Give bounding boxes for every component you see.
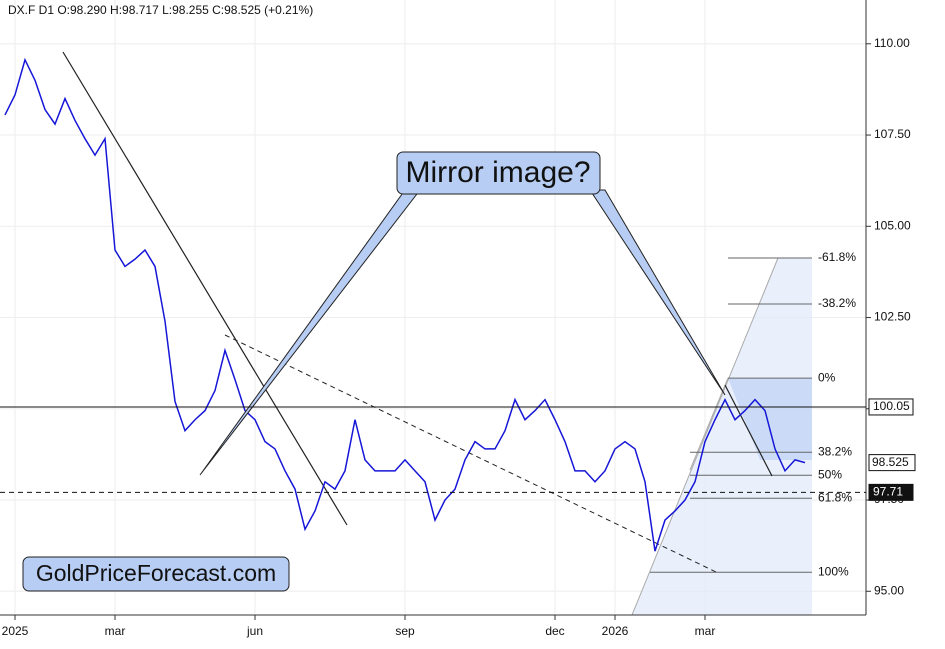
fib-label: -38.2% xyxy=(818,296,856,310)
trend-line xyxy=(62,51,348,526)
callout-text: Mirror image? xyxy=(405,156,590,189)
price-label: 100.05 xyxy=(873,399,910,413)
chart-title: DX.F D1 O:98.290 H:98.717 L:98.255 C:98.… xyxy=(8,3,313,17)
x-tick-label: mar xyxy=(105,624,126,638)
trend-line xyxy=(724,384,773,477)
fib-zone xyxy=(632,258,812,615)
fib-label: 38.2% xyxy=(818,444,852,458)
x-tick-label: sep xyxy=(395,624,415,638)
x-tick-label: jun xyxy=(246,624,263,638)
watermark: GoldPriceForecast.com xyxy=(36,560,276,586)
x-tick-label: mar xyxy=(695,624,716,638)
y-tick-label: 102.50 xyxy=(874,310,911,324)
y-tick-label: 95.00 xyxy=(874,583,904,597)
x-tick-label: 2025 xyxy=(2,624,29,638)
x-tick-label: 2026 xyxy=(602,624,629,638)
fib-label: 50% xyxy=(818,467,842,481)
y-tick-label: 105.00 xyxy=(874,218,911,232)
fib-label: -61.8% xyxy=(818,250,856,264)
fib-label: 61.8% xyxy=(818,490,852,504)
price-label-box xyxy=(868,398,914,416)
callout-box xyxy=(396,151,601,195)
fib-zone-core xyxy=(728,378,812,460)
price-label-box xyxy=(868,483,914,501)
y-tick-label: 107.50 xyxy=(874,127,911,141)
trend-line-dashed xyxy=(224,334,717,573)
last-price-label: 98.525 xyxy=(872,455,909,469)
price-label: 97.71 xyxy=(873,485,903,499)
fib-fan xyxy=(689,377,729,471)
last-price-box xyxy=(868,454,916,472)
watermark-box xyxy=(22,556,290,592)
fib-fan xyxy=(631,257,779,616)
x-tick-label: dec xyxy=(545,624,564,638)
plot xyxy=(4,57,806,552)
fib-group: -61.8% -38.2% 0% 38.2% 50% 61.8% 100% xyxy=(650,250,856,578)
grid xyxy=(0,0,866,615)
y-tick-label: 110.00 xyxy=(874,36,910,50)
fib-label: 100% xyxy=(818,564,849,578)
fib-label: 0% xyxy=(818,370,836,384)
price-line xyxy=(4,57,806,552)
